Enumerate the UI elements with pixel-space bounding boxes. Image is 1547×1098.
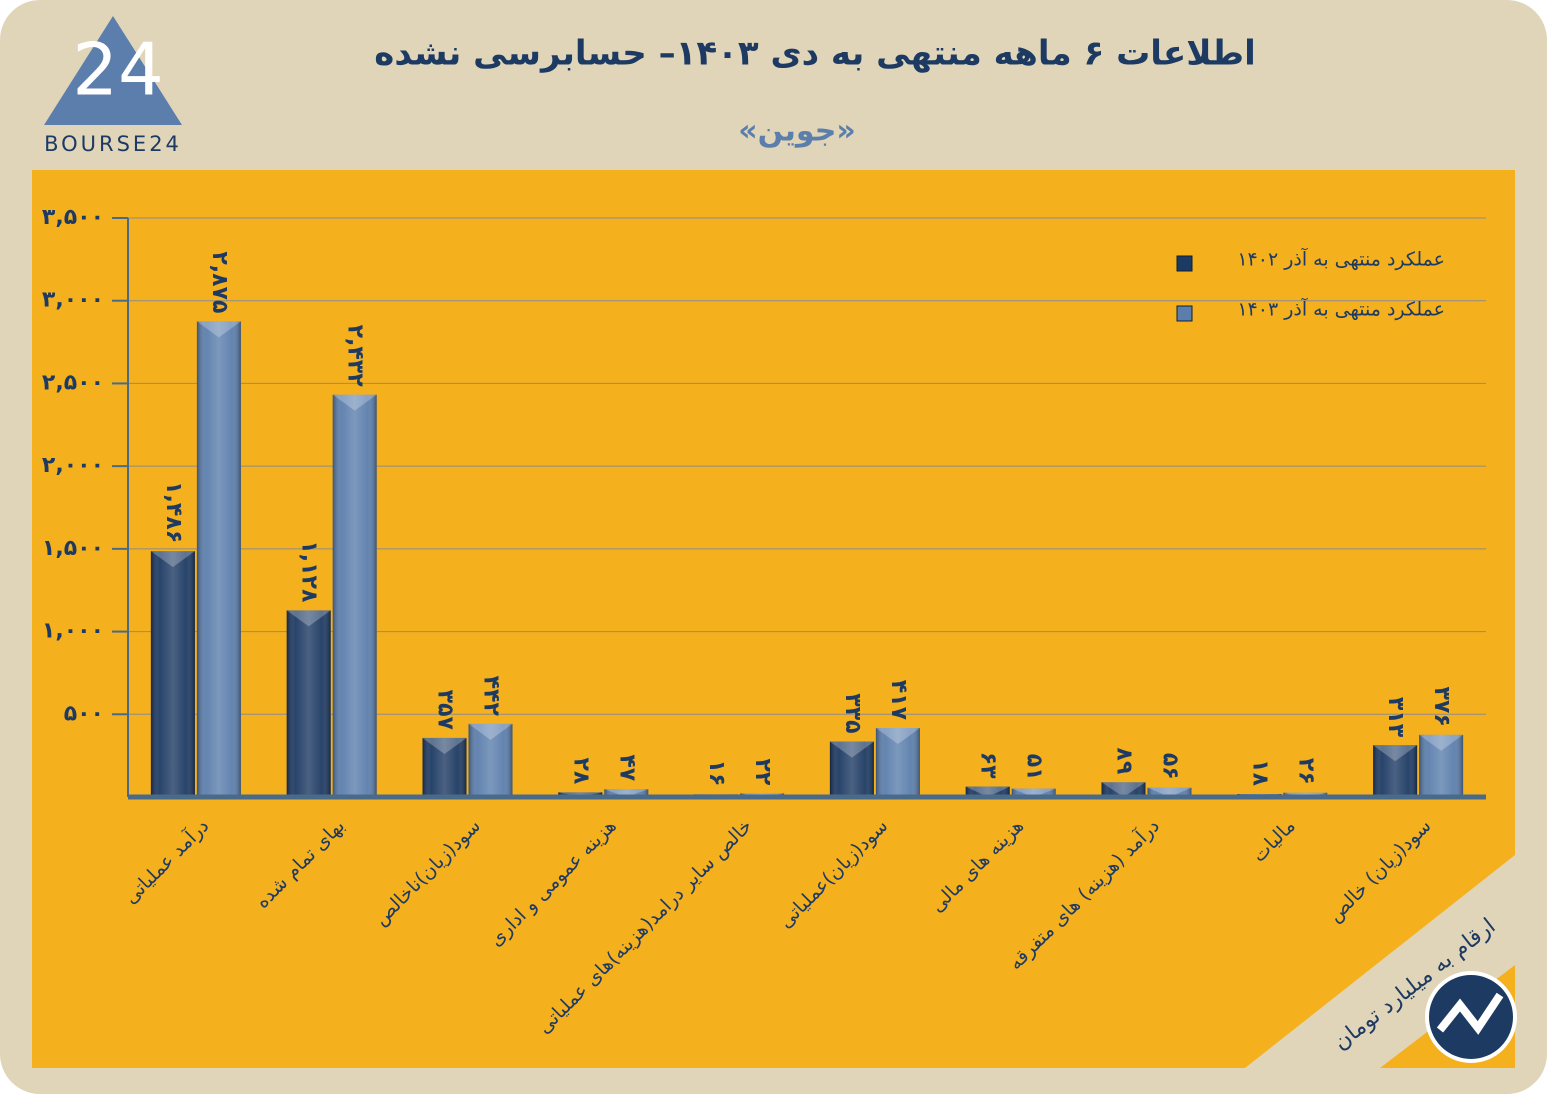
data-label: ۲۶	[1293, 758, 1318, 785]
legend-label: عملکرد منتهی به آذر ۱۴۰۲	[1237, 247, 1445, 271]
bar-shine	[829, 741, 874, 797]
data-label: ۲,۸۷۵	[207, 251, 232, 313]
panel	[32, 170, 1515, 1068]
bar-shine	[468, 723, 513, 797]
data-label: ۱,۱۲۸	[297, 540, 322, 603]
logo-mark: 24	[72, 28, 164, 112]
data-label: ۸۹	[1112, 747, 1137, 774]
bar-shine	[604, 789, 649, 797]
data-label: ۱۶	[704, 759, 729, 786]
bar-cap	[286, 610, 331, 627]
y-tick-label: ۳,۰۰۰	[42, 288, 104, 313]
y-tick-label: ۳,۵۰۰	[42, 205, 104, 230]
bar-cap	[332, 394, 377, 411]
legend-label: عملکرد منتهی به آذر ۱۴۰۳	[1237, 297, 1445, 321]
logo-triangle	[44, 16, 182, 125]
chart-title: اطلاعات ۶ ماهه منتهی به دی ۱۴۰۳– حسابرسی…	[374, 34, 1256, 74]
legend-marker	[1176, 305, 1193, 322]
y-tick-label: ۲,۵۰۰	[42, 370, 104, 395]
brand-icon-arrow	[1436, 992, 1504, 1035]
y-tick-label: ۵۰۰	[64, 701, 104, 726]
data-label: ۳۳۵	[840, 693, 865, 733]
bar-cap	[1101, 782, 1146, 797]
bar-shine	[1011, 788, 1056, 797]
bar-cap	[604, 789, 649, 797]
data-label: ۱۸	[1247, 759, 1272, 786]
bar-cap	[965, 786, 1010, 797]
bar-shine	[196, 321, 241, 797]
data-label: ۲,۴۳۲	[343, 325, 368, 388]
bar-cap	[1147, 787, 1192, 797]
legend-marker	[1176, 255, 1193, 272]
data-label: ۲۸	[568, 758, 593, 785]
bar-shine	[965, 786, 1010, 797]
bar-shine	[1147, 787, 1192, 797]
y-tick-label: ۱,۰۰۰	[42, 619, 104, 644]
logo-text: BOURSE24	[44, 132, 182, 156]
data-label: ۴۱۷	[886, 680, 911, 721]
bar-shine	[1101, 782, 1146, 797]
bar-shine	[286, 610, 331, 797]
y-tick-label: ۲,۰۰۰	[42, 453, 104, 478]
bar-cap	[422, 737, 467, 754]
chart-subtitle: «جوین»	[738, 114, 855, 149]
bar-shine	[422, 737, 467, 797]
data-label: ۱,۴۸۶	[161, 481, 186, 543]
bar-cap	[150, 551, 195, 568]
bar-shine	[332, 394, 377, 797]
bar-cap	[1011, 788, 1056, 797]
y-tick-label: ۱,۵۰۰	[42, 536, 104, 561]
bar-cap	[196, 321, 241, 338]
data-label: ۳۱۳	[1383, 697, 1408, 738]
bar-cap	[1419, 734, 1464, 751]
bar-cap	[829, 741, 874, 758]
data-label: ۴۷	[614, 754, 639, 781]
data-label: ۲۲	[750, 759, 775, 786]
data-label: ۳۷۶	[1429, 687, 1454, 727]
bar-shine	[150, 551, 195, 797]
bar-cap	[468, 723, 513, 740]
data-label: ۵۶	[1158, 753, 1183, 780]
bar-shine	[1373, 745, 1418, 797]
bar-shine	[1419, 734, 1464, 797]
data-label: ۶۳	[976, 752, 1001, 779]
bar-shine	[875, 728, 920, 797]
bar-cap	[1373, 745, 1418, 762]
data-label: ۴۴۲	[479, 676, 504, 717]
data-label: ۵۱	[1022, 754, 1047, 781]
data-label: ۳۵۷	[433, 690, 458, 731]
bar-cap	[875, 728, 920, 745]
